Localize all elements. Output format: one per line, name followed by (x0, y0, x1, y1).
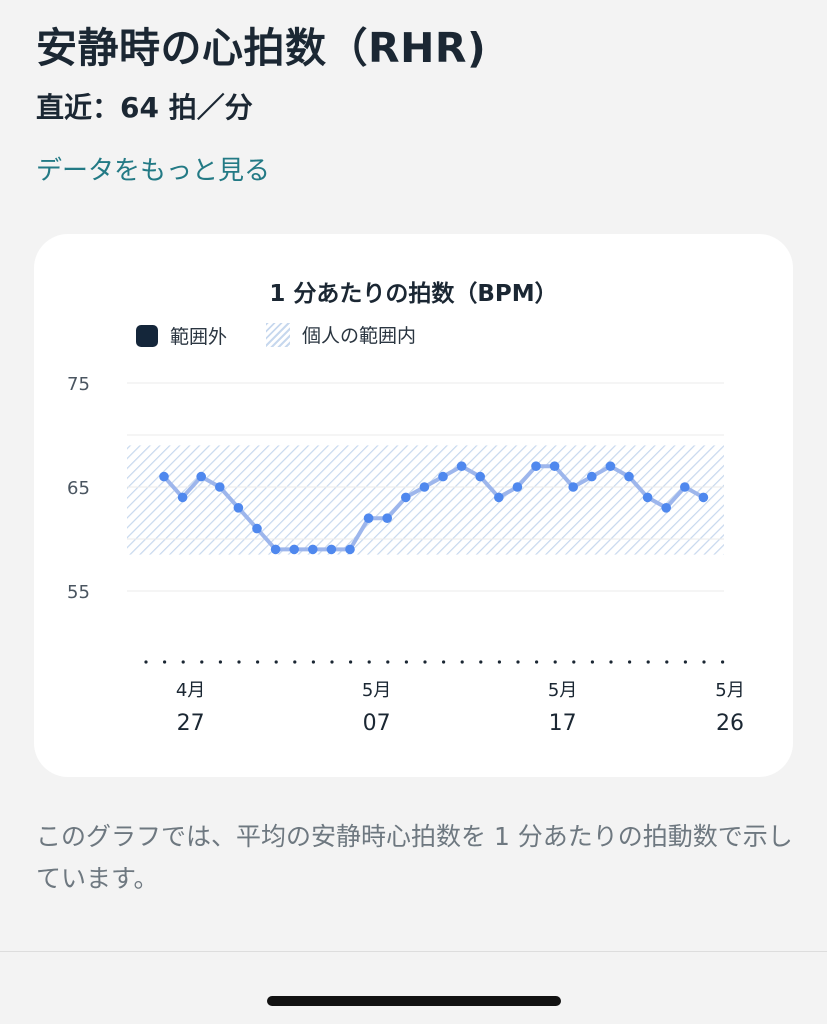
chart-card: 1 分あたりの拍数（BPM） 範囲外 個人の範囲内 75 65 55 4月 27 5月 0… (34, 234, 793, 777)
y-tick-label: 65 (67, 478, 90, 499)
data-point (289, 544, 299, 555)
legend-out-of-range-label: 範囲外 (170, 326, 228, 348)
x-tick-month-label: 4月 (176, 680, 205, 701)
data-point (494, 492, 504, 503)
x-axis-tick (144, 660, 148, 664)
data-point (698, 492, 709, 503)
x-tick-month-label: 5月 (548, 680, 577, 701)
data-point (475, 471, 486, 482)
x-axis-tick (590, 660, 595, 664)
x-axis-tick (293, 660, 297, 664)
data-point (661, 503, 671, 513)
x-axis-tick (423, 660, 427, 664)
x-axis-tick (609, 660, 613, 664)
data-point (680, 482, 690, 492)
y-tick-label: 55 (67, 582, 90, 603)
legend-out-of-range: 範囲外 (136, 322, 227, 349)
x-axis-tick (200, 660, 204, 664)
x-axis-tick (702, 660, 706, 664)
page-title: 安静時の心拍数（RHR) (36, 24, 487, 72)
data-point (438, 471, 448, 482)
data-point (401, 492, 411, 503)
x-axis-tick (181, 660, 185, 664)
x-axis-tick (311, 660, 315, 664)
x-axis-tick (218, 660, 222, 664)
x-axis-tick (721, 660, 725, 664)
out-of-range-swatch (136, 324, 158, 347)
x-axis-tick (163, 660, 167, 664)
x-axis-tick (330, 660, 334, 664)
x-axis-tick (497, 660, 501, 664)
x-tick-day-label: 07 (363, 711, 391, 736)
data-point (456, 461, 467, 471)
data-point (270, 544, 281, 555)
data-point (531, 461, 541, 471)
x-axis-tick (665, 660, 669, 664)
x-tick-day-label: 27 (177, 711, 205, 736)
data-point (252, 523, 262, 534)
data-point (512, 482, 523, 492)
x-axis-tick (442, 660, 446, 664)
divider (0, 951, 827, 952)
x-axis-tick (404, 660, 408, 664)
x-axis-tick (572, 660, 576, 664)
latest-rhr-value: 直近：64 拍／分 (36, 91, 253, 124)
x-axis-tick (256, 660, 260, 664)
x-axis-tick (516, 660, 520, 664)
data-point (159, 471, 169, 482)
data-point (215, 482, 225, 492)
x-tick-day-label: 26 (716, 711, 744, 736)
data-point (177, 492, 188, 503)
data-point (326, 544, 337, 555)
x-axis-tick (460, 660, 464, 664)
data-point (605, 461, 616, 471)
data-point (345, 544, 355, 555)
x-axis-tick (628, 660, 632, 664)
data-point (363, 513, 374, 523)
legend-personal-range-label: 個人の範囲内 (302, 325, 417, 347)
data-point (196, 471, 206, 482)
data-point (549, 461, 560, 471)
x-axis-tick (274, 660, 278, 664)
data-point (587, 471, 597, 482)
x-axis-tick (237, 660, 241, 664)
data-point (382, 513, 393, 523)
x-axis-tick (479, 660, 483, 664)
x-axis-tick (386, 660, 390, 664)
x-axis-tick (535, 660, 539, 664)
legend-personal-range: 個人の範囲内 (266, 321, 416, 348)
x-axis-tick (349, 660, 353, 664)
chart-description: このグラフでは、平均の安静時心拍数を 1 分あたりの拍動数で示しています。 (36, 822, 793, 893)
data-point (568, 482, 578, 492)
x-tick-month-label: 5月 (715, 680, 744, 701)
chart-title: 1 分あたりの拍数（BPM） (269, 281, 558, 307)
line-chart: 75 65 55 4月 27 5月 07 5月 17 5月 26 (67, 374, 745, 736)
x-tick-month-label: 5月 (362, 680, 391, 701)
data-point (624, 471, 634, 482)
data-point (233, 503, 244, 513)
x-axis-tick (646, 660, 650, 664)
personal-range-band (127, 445, 724, 555)
home-indicator (267, 996, 561, 1006)
data-point (419, 482, 430, 492)
x-axis-tick (553, 660, 557, 664)
personal-range-swatch (266, 322, 290, 347)
x-axis-tick (367, 660, 371, 664)
data-point (642, 492, 653, 503)
data-point (308, 544, 318, 555)
x-axis-tick (683, 660, 688, 664)
y-tick-label: 75 (67, 374, 90, 395)
see-more-data-link[interactable]: データをもっと見る (36, 156, 271, 186)
x-tick-day-label: 17 (549, 711, 577, 736)
